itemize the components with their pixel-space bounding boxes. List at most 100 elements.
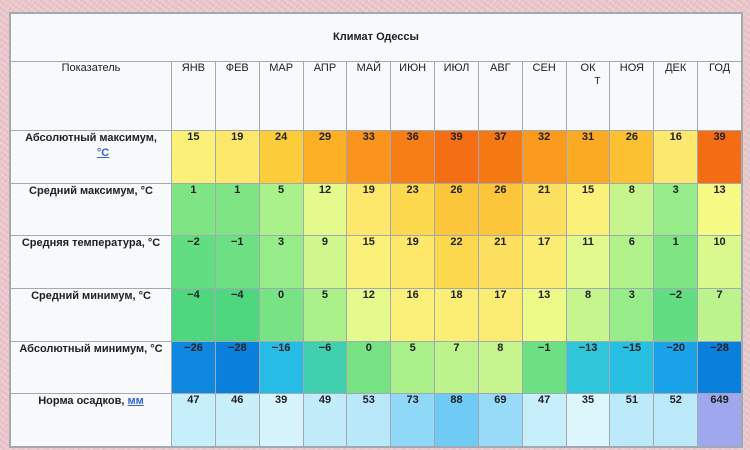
table-cell: 16 [653, 130, 699, 184]
table-title: Климат Одессы [10, 13, 742, 62]
table-cell: 10 [697, 235, 742, 289]
table-cell: 11 [565, 235, 611, 289]
table-cell: 19 [214, 130, 260, 184]
table-cell: 24 [258, 130, 304, 184]
table-cell: 7 [697, 287, 742, 342]
table-cell: 49 [302, 393, 348, 447]
table-row: Средний минимум, °C −4 −4 0 5 12 16 18 17 13 8 3 −2 7 [10, 287, 742, 342]
table-cell: 32 [521, 130, 567, 184]
row-label: Средний минимум, °C [10, 287, 172, 342]
header-month: АВГ [477, 60, 523, 132]
table-cell: −26 [171, 340, 216, 395]
header-month: МАЙ [346, 60, 392, 132]
table-cell: 19 [346, 182, 392, 237]
header-month: СЕН [521, 60, 567, 132]
row-label: Норма осадков, мм [10, 393, 172, 447]
table-cell: 88 [434, 393, 479, 447]
table-cell: 15 [346, 235, 392, 289]
table-cell: 5 [390, 340, 436, 395]
table-cell: 3 [653, 182, 699, 237]
row-label: Средняя температура, °C [10, 235, 172, 289]
climate-table: Климат Одессы Показатель ЯНВ ФЕВ МАР АПР МАЙ… [10, 13, 742, 447]
unit-label: °C [140, 184, 153, 197]
table-cell: −4 [214, 287, 260, 342]
table-cell: 37 [477, 130, 523, 184]
table-cell: 0 [258, 287, 304, 342]
table-cell: 33 [346, 130, 392, 184]
table-cell: 39 [697, 130, 742, 184]
table-cell: −4 [171, 287, 216, 342]
header-month: ИЮН [390, 60, 436, 132]
table-cell: 16 [390, 287, 436, 342]
table-cell: 15 [565, 182, 611, 237]
table-cell: −28 [214, 340, 260, 395]
header-month: МАР [258, 60, 304, 132]
table-cell: −13 [565, 340, 611, 395]
climate-table-container: Климат Одессы Показатель ЯНВ ФЕВ МАР АПР МАЙ… [9, 12, 743, 448]
header-month: ЯНВ [171, 60, 216, 132]
table-cell: 5 [258, 182, 304, 237]
header-month: ГОД [697, 60, 742, 132]
table-cell: 8 [565, 287, 611, 342]
unit-link[interactable]: мм [127, 395, 144, 408]
table-cell: 12 [302, 182, 348, 237]
table-cell: 13 [521, 287, 567, 342]
table-cell: −6 [302, 340, 348, 395]
unit-link[interactable]: °C [96, 147, 110, 160]
table-cell: 7 [434, 340, 479, 395]
table-cell: 6 [609, 235, 655, 289]
table-cell: 15 [171, 130, 216, 184]
table-cell: 5 [302, 287, 348, 342]
table-cell: 649 [697, 393, 742, 447]
table-cell: 26 [609, 130, 655, 184]
table-cell: 3 [258, 235, 304, 289]
table-cell: 17 [477, 287, 523, 342]
table-cell: 3 [609, 287, 655, 342]
table-cell: 13 [697, 182, 742, 237]
table-cell: 19 [390, 235, 436, 289]
table-cell: −20 [653, 340, 699, 395]
table-cell: −1 [521, 340, 567, 395]
header-parameter: Показатель [10, 60, 172, 132]
table-cell: −2 [171, 235, 216, 289]
table-cell: 21 [477, 235, 523, 289]
header-month: НОЯ [609, 60, 655, 132]
table-row: Абсолютный минимум, °C −26 −28 −16 −6 0 5 7 8 −1−… [10, 340, 742, 395]
table-row: Средний максимум, °C 1 1 5 12 19 23 26 26 21 15 8 3 1… [10, 182, 742, 237]
table-cell: 47 [171, 393, 216, 447]
table-cell: 39 [258, 393, 304, 447]
table-cell: 47 [521, 393, 567, 447]
table-cell: 39 [434, 130, 479, 184]
table-cell: 0 [346, 340, 392, 395]
table-cell: 1 [214, 182, 260, 237]
table-row: Абсолютный максимум, °C 15 19 24 29 33 36 39 37 32… [10, 130, 742, 184]
unit-label: °C [150, 342, 163, 355]
table-cell: 36 [390, 130, 436, 184]
table-cell: 35 [565, 393, 611, 447]
header-month: ИЮЛ [434, 60, 479, 132]
header-month: ФЕВ [214, 60, 260, 132]
table-cell: 46 [214, 393, 260, 447]
row-label: Средний максимум, °C [10, 182, 172, 237]
table-cell: −28 [697, 340, 742, 395]
table-cell: 23 [390, 182, 436, 237]
table-cell: 9 [302, 235, 348, 289]
table-cell: −2 [653, 287, 699, 342]
table-cell: 12 [346, 287, 392, 342]
row-label: Абсолютный минимум, °C [10, 340, 172, 395]
unit-label: °C [147, 237, 161, 250]
table-cell: 31 [565, 130, 611, 184]
table-cell: 52 [653, 393, 699, 447]
table-cell: 69 [477, 393, 523, 447]
row-label: Абсолютный максимум, °C [10, 130, 172, 184]
table-cell: 1 [171, 182, 216, 237]
table-cell: 26 [477, 182, 523, 237]
table-cell: 53 [346, 393, 392, 447]
table-row: Норма осадков, мм 47 46 39 49 53 73 88 69 47 35 51 5… [10, 393, 742, 447]
table-cell: 8 [477, 340, 523, 395]
table-cell: −16 [258, 340, 304, 395]
unit-label: °C [138, 289, 151, 302]
table-cell: 8 [609, 182, 655, 237]
table-cell: 17 [521, 235, 567, 289]
table-cell: 21 [521, 182, 567, 237]
